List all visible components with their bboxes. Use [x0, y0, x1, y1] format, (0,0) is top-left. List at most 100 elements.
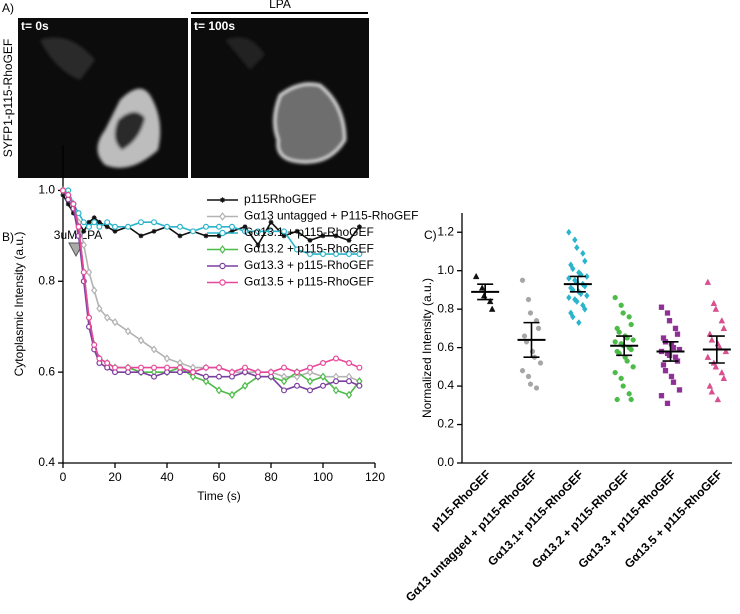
- x-tick-label: Gα13.5 + p115-RhoGEF: [622, 467, 726, 571]
- marker: [65, 201, 71, 207]
- marker: [280, 377, 288, 386]
- marker: [294, 246, 301, 253]
- marker: [80, 219, 87, 226]
- marker: [138, 364, 145, 371]
- marker: [163, 354, 171, 363]
- marker: [255, 242, 261, 248]
- legend-label: Gα13 untagged + P115-RhoGEF: [244, 209, 419, 223]
- y-tick-label: 1.2: [437, 224, 454, 238]
- time-label: t= 100s: [194, 19, 235, 33]
- marker: [668, 373, 675, 380]
- marker: [346, 238, 352, 243]
- marker: [307, 238, 313, 243]
- marker: [346, 378, 353, 385]
- x-tick-label: 120: [365, 470, 385, 484]
- marker: [666, 352, 673, 358]
- marker: [85, 223, 92, 230]
- marker: [704, 278, 712, 285]
- marker: [356, 364, 363, 371]
- marker: [626, 314, 632, 320]
- marker: [346, 251, 353, 258]
- marker: [576, 319, 582, 327]
- marker: [525, 296, 532, 303]
- side-label: SYFP1-p115-RhoGEF: [1, 39, 15, 158]
- marker: [177, 364, 184, 371]
- marker: [570, 313, 576, 321]
- marker: [229, 223, 236, 230]
- marker: [618, 375, 624, 382]
- marker: [580, 249, 586, 257]
- marker: [614, 396, 620, 403]
- marker: [91, 341, 98, 348]
- marker: [630, 337, 636, 343]
- marker: [582, 305, 588, 313]
- marker: [294, 369, 301, 376]
- y-axis-label: Cytoplasmic Intensity (a.u.): [12, 232, 26, 377]
- marker: [80, 240, 87, 250]
- x-axis-label: Time (s): [197, 489, 241, 503]
- marker: [71, 210, 76, 216]
- marker: [535, 325, 542, 332]
- y-tick-label: 0.6: [38, 364, 55, 378]
- marker: [241, 381, 249, 390]
- legend-label: Gα13.5 + p115-RhoGEF: [244, 275, 374, 289]
- marker: [706, 382, 714, 389]
- panel-label: C): [424, 228, 437, 242]
- marker: [486, 297, 494, 305]
- legend-marker: [219, 229, 226, 237]
- marker: [628, 321, 634, 328]
- marker: [480, 292, 488, 299]
- marker: [527, 381, 534, 387]
- marker: [75, 210, 82, 217]
- marker: [307, 251, 314, 258]
- marker: [672, 325, 679, 332]
- legend-marker: [219, 279, 226, 286]
- marker: [628, 396, 634, 403]
- marker: [320, 233, 326, 239]
- marker: [216, 233, 222, 239]
- marker: [670, 344, 677, 351]
- marker: [268, 228, 275, 235]
- marker: [138, 219, 145, 226]
- marker: [660, 362, 667, 368]
- marker: [190, 369, 197, 376]
- marker: [628, 346, 634, 353]
- marker: [229, 228, 235, 234]
- x-tick-label: 0: [60, 470, 67, 484]
- marker: [281, 387, 288, 394]
- marker: [151, 228, 157, 234]
- y-tick-label: 0.2: [437, 417, 454, 431]
- marker: [124, 327, 132, 336]
- marker: [96, 355, 103, 362]
- marker: [150, 345, 158, 354]
- marker: [345, 390, 353, 399]
- marker: [177, 223, 184, 230]
- marker: [566, 294, 572, 302]
- legend-marker: [219, 245, 226, 254]
- marker: [718, 368, 726, 376]
- marker: [630, 364, 636, 370]
- marker: [255, 369, 262, 376]
- marker: [112, 228, 118, 234]
- marker: [151, 373, 158, 380]
- marker: [537, 360, 544, 366]
- marker: [59, 187, 66, 194]
- marker: [85, 314, 92, 321]
- marker: [704, 353, 712, 360]
- marker: [527, 310, 534, 316]
- marker: [720, 374, 728, 382]
- marker: [75, 223, 82, 230]
- marker: [293, 372, 301, 381]
- marker: [658, 304, 665, 310]
- marker: [584, 292, 590, 300]
- marker: [333, 355, 340, 362]
- marker: [488, 305, 496, 312]
- marker: [533, 385, 540, 391]
- marker: [203, 373, 210, 380]
- marker: [138, 233, 144, 239]
- y-tick-label: 0.6: [437, 340, 454, 354]
- marker: [612, 369, 618, 376]
- legend-marker: [219, 262, 226, 270]
- marker: [570, 265, 576, 273]
